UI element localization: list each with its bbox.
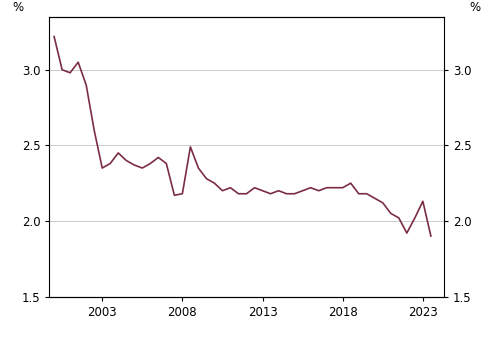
Text: %: % <box>12 1 24 14</box>
Text: %: % <box>469 1 481 14</box>
